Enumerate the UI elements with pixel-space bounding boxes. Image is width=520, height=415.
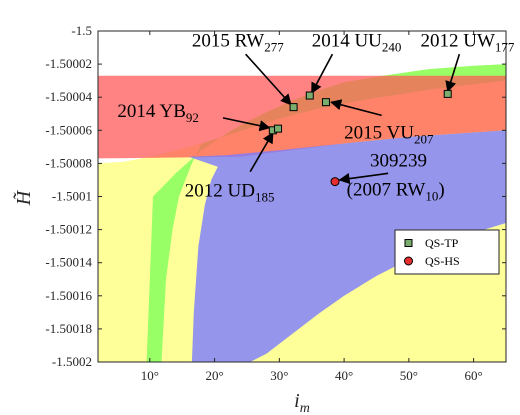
annotation-label: 2015 VU207 xyxy=(344,123,434,147)
annotation-label: 2012 UW177 xyxy=(421,31,515,55)
x-tick-label: 50° xyxy=(400,368,418,383)
x-tick-label: 20° xyxy=(205,368,223,383)
legend: QS-TP QS-HS xyxy=(394,229,500,275)
annotation-label: 2014 YB92 xyxy=(117,101,198,125)
annotation-arrow xyxy=(445,53,461,93)
y-tick-label: -1.5002 xyxy=(52,354,92,369)
y-tick-label: -1.5001 xyxy=(52,189,92,204)
qs-tp-point xyxy=(305,91,314,100)
annotation-arrow xyxy=(222,117,271,132)
y-tick-label: -1.50004 xyxy=(45,89,92,104)
region-red xyxy=(98,75,506,159)
x-axis-label: im xyxy=(294,390,310,415)
annotations-layer: 2015 RW277 2014 UU240 2012 UW177 2014 YB92 2… xyxy=(117,31,514,205)
y-tick-label: -1.50018 xyxy=(45,321,92,336)
regions-layer xyxy=(98,64,506,362)
annotation-label: 2012 UD185 xyxy=(185,181,275,205)
legend-label: QS-HS xyxy=(425,254,460,268)
points-layer xyxy=(268,89,452,187)
qs-tp-point xyxy=(321,98,330,107)
y-tick-label: -1.5 xyxy=(71,23,92,38)
legend-box xyxy=(394,229,500,275)
legend-marker-qs-hs xyxy=(404,256,413,266)
qs-tp-point xyxy=(443,89,452,98)
y-tick-label: -1.50012 xyxy=(45,222,92,237)
y-tick-label: -1.50008 xyxy=(45,155,92,170)
qs-hs-point xyxy=(330,177,340,187)
qs-tp-point xyxy=(289,103,298,112)
annotation-label: (2007 RW10) xyxy=(347,180,445,204)
annotation-label: 309239 xyxy=(370,151,427,172)
annotation-arrow xyxy=(311,53,334,95)
y-tick-label: -1.50006 xyxy=(45,122,92,137)
x-tick-label: 40° xyxy=(335,368,353,383)
region-blue xyxy=(188,130,506,362)
qs-tp-point xyxy=(274,124,283,133)
y-axis-label: H̃ xyxy=(12,189,35,206)
annotation-arrow xyxy=(245,53,292,106)
annotation-label: 2015 RW277 xyxy=(192,31,284,55)
annotation-arrow xyxy=(338,172,389,185)
legend-marker-qs-tp xyxy=(404,239,413,247)
annotation-label: 2014 UU240 xyxy=(312,31,402,55)
x-tick-label: 30° xyxy=(270,368,288,383)
y-tick-label: -1.50002 xyxy=(45,56,92,71)
annotation-arrow xyxy=(249,131,274,173)
y-tick-label: -1.50016 xyxy=(45,288,92,303)
x-tick-label: 10° xyxy=(141,368,159,383)
x-tick-label: 60° xyxy=(465,368,483,383)
axes: 10° 20° 30° 40° 50° 60° -1.5 -1.50002 -1.50004 -1… xyxy=(45,23,507,383)
annotation-arrow xyxy=(330,99,382,117)
y-tick-label: -1.50014 xyxy=(45,255,92,270)
legend-label: QS-TP xyxy=(425,236,459,250)
